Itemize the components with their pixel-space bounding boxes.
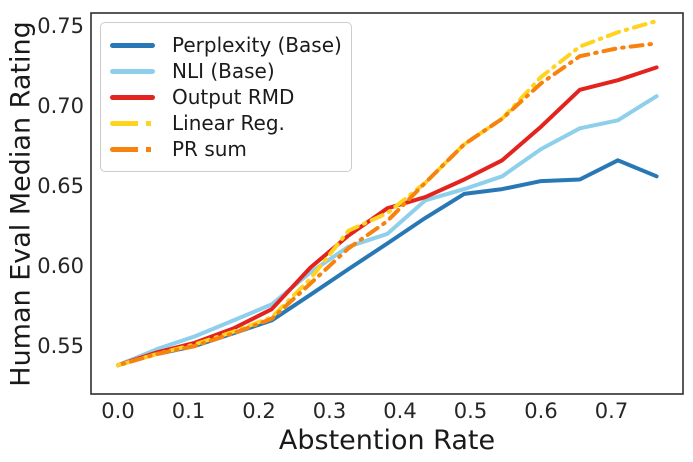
legend-label: NLI (Base) [172,59,275,83]
axes-frame [90,12,684,395]
y-tick-label: 0.75 [37,13,84,38]
legend-label: Perplexity (Base) [172,33,342,57]
legend-label: Output RMD [172,85,295,109]
legend-item-perplexity-base: Perplexity (Base) [110,32,342,58]
legend: Perplexity (Base) NLI (Base) Output RMD … [100,22,352,172]
legend-label: PR sum [172,137,247,161]
y-axis-label: Human Eval Median Rating [5,21,37,387]
x-tick-label: 0.6 [524,399,558,423]
legend-item-linear-reg: Linear Reg. [110,110,341,136]
legend-label: Linear Reg. [172,111,285,135]
series-line-linear-reg [116,19,659,368]
y-tick-label: 0.65 [37,173,84,198]
legend-item-output-rmd: Output RMD [110,84,341,110]
legend-line-sample [110,42,155,48]
legend-item-nli-base: NLI (Base) [110,58,341,84]
x-tick-label: 0.0 [101,399,135,423]
x-tick-label: 0.2 [242,399,276,423]
series-line-output-rmd [116,65,659,368]
x-axis-label: Abstention Rate [278,425,496,456]
legend-line-sample [110,120,155,126]
x-tick-label: 0.7 [594,399,629,423]
x-tick-label: 0.1 [171,399,206,423]
y-tick-label: 0.70 [37,93,84,118]
y-tick-label: 0.60 [37,253,84,278]
y-tick-label: 0.55 [37,333,84,358]
legend-item-pr-sum: PR sum [110,136,341,162]
x-tick-label: 0.5 [453,399,488,423]
x-tick-label: 0.3 [312,399,347,423]
x-tick-label: 0.4 [383,399,417,423]
legend-line-sample [110,94,155,100]
series-line-nli-base [116,94,659,368]
legend-line-sample [110,146,155,152]
legend-line-sample [110,68,155,74]
